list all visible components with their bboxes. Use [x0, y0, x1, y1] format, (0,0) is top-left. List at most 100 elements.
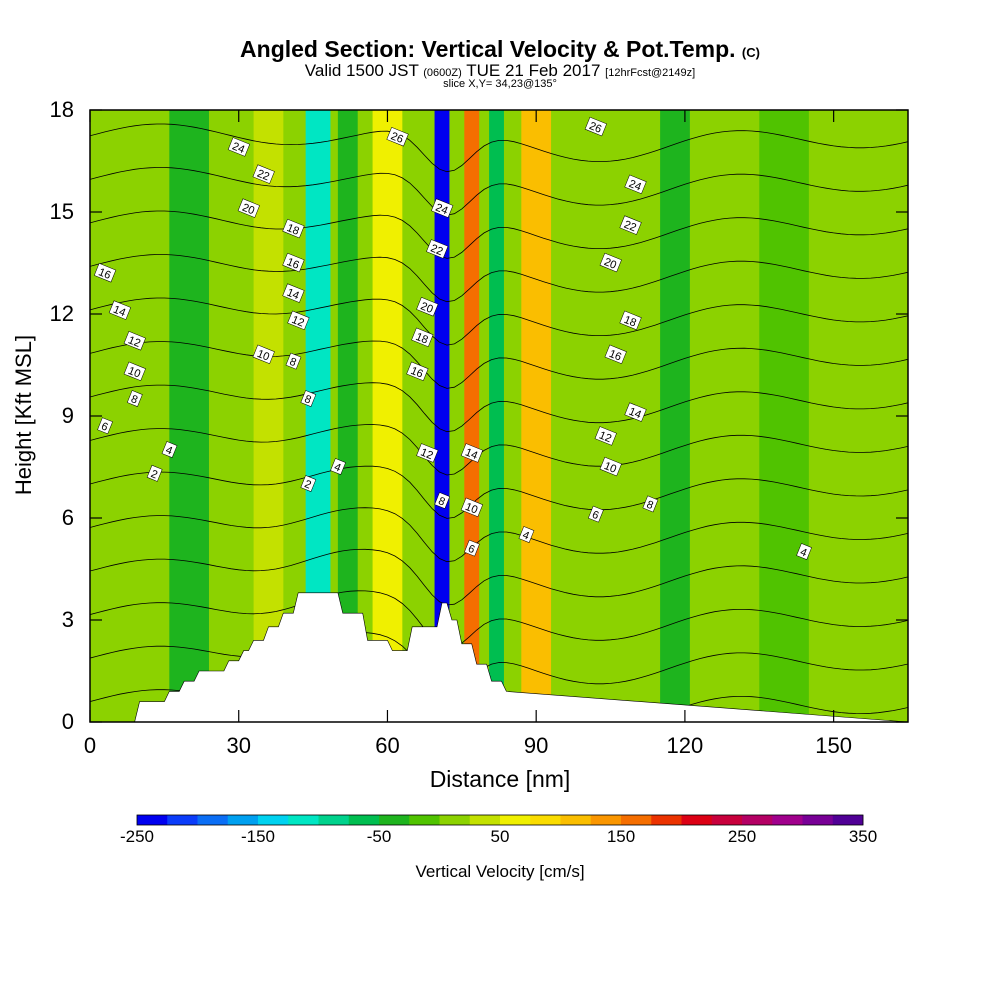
- velocity-band: [337, 110, 358, 722]
- x-axis-label: Distance [nm]: [429, 766, 571, 792]
- terrain-profile: [90, 592, 908, 722]
- colorbar-swatch: [348, 815, 380, 825]
- contour-label-box: [227, 137, 251, 157]
- contour-label-box: [624, 402, 647, 422]
- contour-label-text: 8: [129, 393, 139, 406]
- contour-label-text: 10: [126, 365, 142, 381]
- colorbar-tick-label: -250: [119, 827, 155, 846]
- contour-label-text: 12: [126, 334, 142, 350]
- contour-label: 6: [97, 417, 113, 435]
- colorbar-swatch: [258, 815, 289, 825]
- contour-label-text: 10: [602, 460, 618, 476]
- contour-label: 26: [584, 116, 607, 137]
- contour-label-box: [330, 458, 346, 475]
- contour-label-box: [282, 252, 305, 273]
- contour-label: 8: [642, 495, 659, 513]
- y-tick-label: 6: [61, 505, 74, 530]
- colorbar-swatch: [621, 815, 652, 825]
- contour-label-box: [619, 215, 642, 235]
- contour-label-box: [282, 283, 305, 303]
- contour-label: 22: [252, 164, 275, 184]
- theta-contour-line: [90, 631, 908, 693]
- contour-label-box: [300, 390, 317, 407]
- colorbar-swatch: [439, 815, 471, 825]
- contour-label-box: [252, 344, 275, 365]
- x-tick-label: 0: [83, 733, 97, 758]
- contour-label-text: 12: [419, 446, 435, 462]
- contour-label: 16: [604, 344, 627, 365]
- contour-label: 2: [146, 464, 163, 482]
- chart-subtitle: Valid 1500 JST (0600Z) TUE 21 Feb 2017 […: [0, 61, 1000, 81]
- colorbar-swatch: [197, 815, 229, 825]
- theta-contour-line: [90, 123, 908, 173]
- contour-label: 10: [252, 344, 275, 365]
- contour-label: 4: [796, 543, 812, 560]
- contour-label-box: [97, 417, 113, 435]
- contour-label-box: [434, 492, 451, 509]
- colorbar-swatch: [227, 815, 259, 825]
- plot-frame: [89, 109, 909, 723]
- velocity-field: [114, 110, 874, 722]
- velocity-band: [253, 110, 284, 722]
- contour-label: 16: [282, 252, 305, 273]
- contour-label-text: 10: [255, 348, 271, 364]
- contour-label-box: [252, 164, 275, 184]
- colorbar-swatch: [379, 815, 410, 825]
- contour-label-box: [285, 352, 302, 370]
- contour-label-text: 18: [285, 222, 301, 238]
- contour-label: 24: [431, 198, 454, 218]
- velocity-band: [169, 110, 209, 722]
- contour-label-text: 20: [419, 300, 435, 316]
- contour-label-box: [93, 263, 117, 283]
- x-tick-label: 90: [523, 733, 549, 758]
- contour-label-box: [464, 539, 480, 557]
- x-tick-label: 150: [815, 733, 852, 758]
- contour-label-text: 24: [627, 178, 643, 194]
- contour-label-text: 4: [798, 546, 808, 559]
- contour-label-box: [386, 127, 409, 147]
- theta-contour-line: [90, 340, 908, 389]
- contour-label: 14: [282, 283, 305, 303]
- contour-label-text: 4: [521, 529, 531, 542]
- theta-contour-line: [90, 507, 908, 563]
- contour-label-text: 22: [255, 168, 271, 184]
- theta-contour-line: [90, 548, 908, 606]
- colorbar-swatch: [318, 815, 350, 825]
- velocity-band: [464, 110, 480, 722]
- colorbar-swatch: [530, 815, 561, 825]
- contour-label: 22: [619, 215, 642, 235]
- contour-label-text: 14: [285, 287, 301, 303]
- contour-label-text: 14: [111, 304, 127, 320]
- contour-label-text: 6: [590, 509, 600, 522]
- contour-label-text: 16: [607, 348, 623, 364]
- colorbar-swatch: [167, 815, 198, 825]
- forecast-info: [12hrFcst@2149z]: [605, 67, 696, 79]
- y-tick-label: 12: [49, 301, 74, 326]
- contour-label: 4: [161, 441, 178, 458]
- theta-contours: [90, 123, 908, 722]
- contour-labels: 2468101214162488101214161820222426242220…: [93, 116, 812, 560]
- contour-label-text: 8: [645, 499, 655, 512]
- colorbar-swatch: [802, 815, 834, 825]
- theta-contour-line: [90, 210, 908, 259]
- contour-label-box: [584, 116, 607, 137]
- theta-contour-line: [90, 297, 908, 346]
- colorbar-swatch: [681, 815, 713, 825]
- valid-time: Valid 1500 JST: [304, 61, 419, 80]
- contour-label-box: [594, 426, 617, 446]
- contour-label-box: [108, 300, 132, 320]
- contour-label: 24: [227, 137, 251, 157]
- contour-label-text: 8: [437, 495, 447, 508]
- contour-label: 18: [411, 327, 434, 348]
- contour-label-box: [411, 327, 434, 348]
- contour-label-box: [282, 218, 305, 239]
- contour-label: 6: [464, 539, 480, 557]
- velocity-band: [434, 110, 450, 722]
- contour-label-box: [431, 198, 454, 218]
- contour-label: 16: [406, 361, 429, 382]
- velocity-band: [489, 110, 504, 722]
- contour-label-box: [599, 456, 622, 477]
- contour-label: 10: [123, 361, 146, 382]
- colorbar-swatch: [832, 815, 864, 825]
- contour-label: 6: [588, 505, 604, 523]
